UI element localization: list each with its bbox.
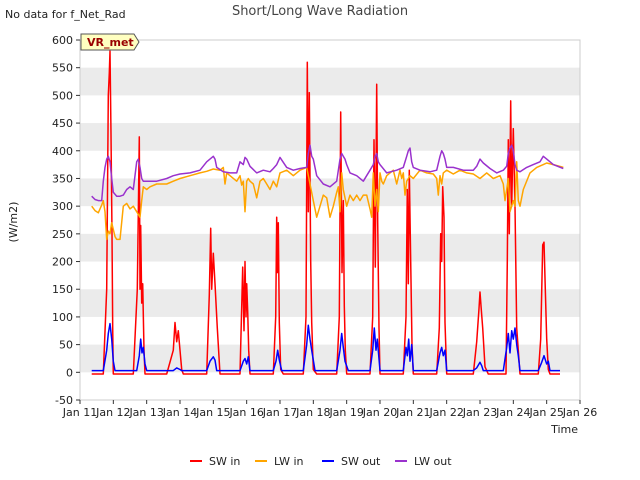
plot-area [79,39,581,401]
legend-item-sw-out: SW out [322,455,381,468]
badge-label: VR_met [87,36,134,49]
legend-label: SW out [341,455,381,468]
x-tick-label: Jan 26 [562,406,597,419]
vr-met-badge: VR_met [80,33,140,51]
x-tick-label: Jan 24 [495,406,530,419]
y-tick-label: 0 [66,366,73,379]
legend-item-lw-out: LW out [395,455,452,468]
y-tick-label: 500 [52,89,73,102]
x-tick-label: Jan 14 [162,406,197,419]
x-tick-label: Jan 11 [62,406,97,419]
series-line-lw-in [91,161,564,241]
x-tick-label: Jan 16 [228,406,263,419]
y-tick-label: 600 [52,34,73,47]
grid-band [80,344,580,373]
y-tick-label: 300 [52,200,73,213]
series-line-sw-out [91,322,560,372]
x-tick-label: Jan 18 [295,406,330,419]
x-axis-label: Time [550,423,578,436]
y-tick-label: 200 [52,256,73,269]
series-line-lw-out [91,144,564,202]
legend-label: SW in [209,455,240,468]
legend-item-lw-in: LW in [255,455,304,468]
x-tick-label: Jan 25 [528,406,563,419]
grid-band [80,233,580,262]
y-axis: -50 0 50 100 150 200 250 300 350 400 450 500 550 600 [52,34,80,407]
series-lines [91,50,564,375]
x-tick-label: Jan 21 [395,406,430,419]
series-line-sw-in [91,50,560,375]
y-tick-label: 100 [52,311,73,324]
no-data-note: No data for f_Net_Rad [5,8,126,21]
y-tick-label: 450 [52,117,73,130]
chart-title: Short/Long Wave Radiation [232,4,408,19]
y-tick-label: 350 [52,172,73,185]
grid-band [80,67,580,96]
x-tick-label: Jan 20 [362,406,397,419]
x-tick-label: Jan 19 [328,406,363,419]
x-tick-label: Jan 17 [262,406,297,419]
grid-band [80,289,580,317]
legend-label: LW in [274,455,304,468]
x-tick-label: Jan 12 [95,406,130,419]
y-axis-label: (W/m2) [7,202,20,243]
y-tick-label: 150 [52,283,73,296]
x-tick-label: Jan 23 [462,406,497,419]
y-tick-label: 250 [52,228,73,241]
x-tick-label: Jan 15 [195,406,230,419]
y-tick-label: 400 [52,145,73,158]
badge-shape [80,33,140,51]
grid-band [80,123,580,151]
background-bands [80,67,580,373]
x-tick-label: Jan 22 [428,406,463,419]
y-tick-label: 550 [52,62,73,75]
grid-band [80,178,580,207]
legend: SW in LW in SW out LW out [190,455,452,468]
y-tick-label: 50 [59,339,73,352]
y-tick-label: -50 [55,394,73,407]
legend-label: LW out [414,455,452,468]
legend-item-sw-in: SW in [190,455,240,468]
x-tick-label: Jan 13 [128,406,163,419]
